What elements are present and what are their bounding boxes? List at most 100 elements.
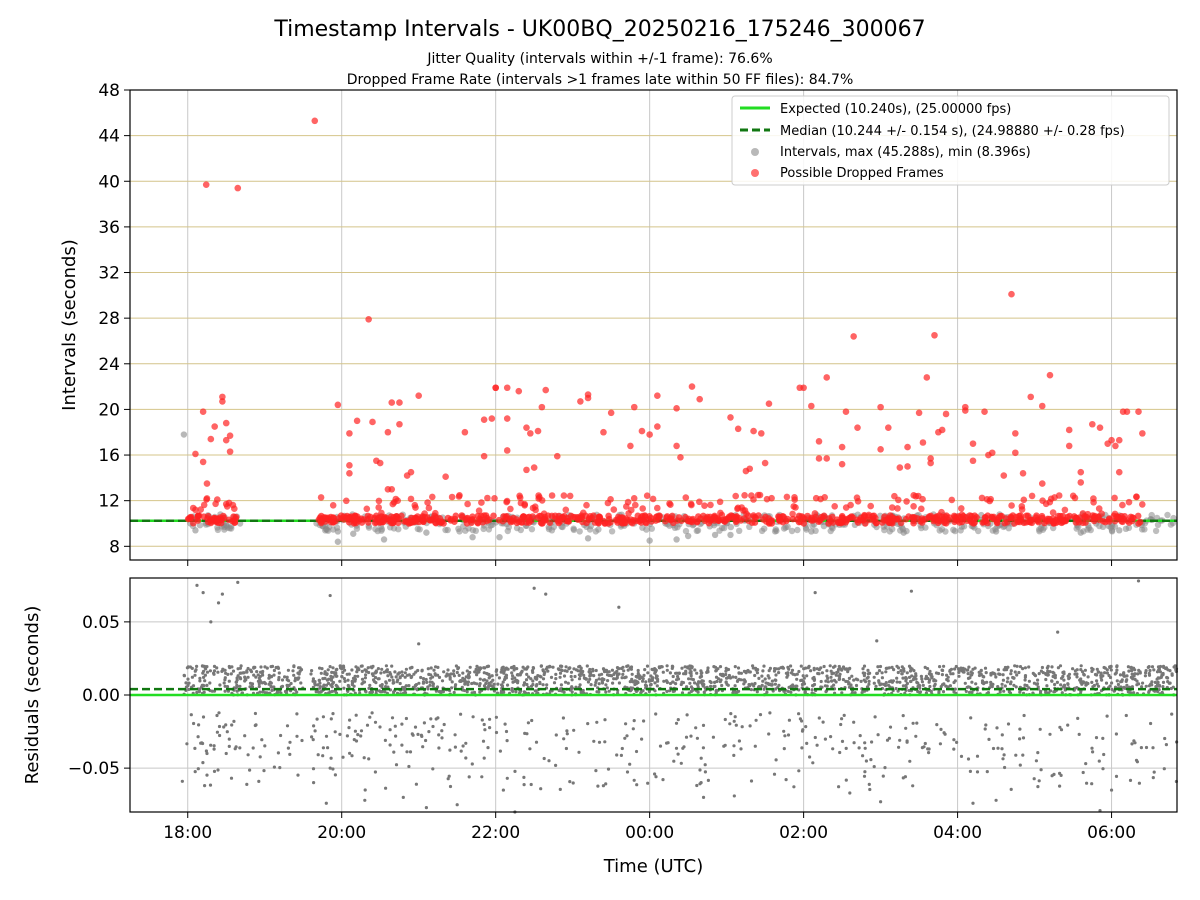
residual-point — [581, 688, 585, 693]
residual-point — [699, 674, 704, 679]
residual-point — [1166, 680, 1170, 684]
residual-point — [631, 727, 635, 731]
legend-dropped-swatch — [751, 169, 759, 177]
intervals-y-tick-label: 12 — [98, 492, 120, 512]
residual-point — [605, 686, 609, 690]
residual-point — [205, 751, 209, 756]
residual-point — [239, 664, 243, 668]
residual-point — [260, 681, 264, 685]
residual-point — [628, 762, 632, 766]
residual-point — [416, 668, 420, 673]
residual-point — [725, 676, 729, 680]
residual-point — [695, 736, 700, 740]
dropped-frame-point — [919, 439, 927, 446]
dropped-frame-point — [343, 514, 350, 521]
residual-point — [693, 681, 697, 685]
dropped-frame-point — [910, 519, 917, 527]
residual-point — [889, 679, 893, 683]
residual-point — [1083, 668, 1087, 672]
residual-point — [457, 673, 461, 678]
residual-point — [1023, 683, 1027, 687]
residual-point — [1031, 671, 1035, 676]
residual-point — [363, 676, 367, 680]
residual-point — [426, 667, 430, 671]
dropped-frame-point — [630, 516, 638, 524]
residual-point — [471, 715, 475, 719]
residual-point — [549, 675, 554, 680]
residual-point — [866, 668, 870, 673]
residual-point — [1140, 685, 1144, 689]
residual-point — [962, 670, 966, 674]
residual-point — [257, 682, 261, 686]
residual-point — [203, 673, 207, 677]
residuals-y-tick-label: 0.05 — [82, 613, 120, 633]
dropped-frame-point — [750, 512, 757, 519]
residual-point — [718, 665, 723, 669]
dropped-frame-point — [923, 374, 931, 381]
residual-point — [688, 681, 692, 685]
interval-point — [808, 528, 815, 535]
residual-point — [753, 744, 757, 748]
residual-point — [353, 674, 357, 679]
dropped-frame-point — [474, 512, 482, 520]
residual-point — [422, 721, 426, 725]
dropped-frame-point — [1020, 496, 1028, 504]
residuals-reference-lines — [130, 687, 1177, 697]
residual-point — [437, 689, 441, 694]
residual-point — [858, 734, 862, 738]
residual-point — [388, 728, 392, 732]
dropped-frame-point — [480, 452, 488, 460]
residual-point — [519, 671, 523, 675]
residual-point — [465, 690, 469, 694]
residual-point — [424, 806, 428, 810]
dropped-frame-point — [925, 513, 933, 520]
residuals-y-axis-label: Residuals (seconds) — [22, 606, 43, 785]
residual-point — [1165, 675, 1169, 680]
dropped-frame-point — [1016, 518, 1024, 526]
residual-point — [969, 670, 973, 674]
residual-point — [570, 678, 574, 682]
residual-point — [1012, 676, 1016, 680]
residual-point — [641, 689, 645, 693]
residual-point — [218, 733, 222, 738]
residual-point — [768, 711, 772, 715]
residual-point — [1105, 714, 1109, 718]
residual-point — [566, 681, 570, 685]
dropped-frame-point — [432, 509, 439, 517]
dropped-frame-point — [507, 505, 514, 513]
residual-point — [760, 683, 764, 687]
residual-point — [830, 672, 834, 676]
residual-point — [636, 668, 640, 673]
residual-point — [454, 683, 458, 687]
residual-point — [248, 685, 252, 689]
residual-point — [1055, 680, 1059, 685]
dropped-frame-point — [793, 516, 801, 523]
dropped-frame-point — [346, 430, 353, 437]
residual-point — [223, 668, 227, 672]
interval-point — [1138, 526, 1146, 533]
dropped-frame-point — [643, 492, 651, 500]
residual-point — [770, 679, 775, 683]
residual-point — [910, 674, 914, 678]
residual-point — [238, 684, 242, 688]
residual-point — [698, 680, 702, 684]
residual-point — [189, 713, 193, 717]
residual-point — [905, 671, 909, 675]
dropped-frame-point — [455, 493, 463, 500]
residual-point — [831, 747, 835, 751]
dropped-frame-point — [1064, 513, 1071, 521]
dropped-frame-point — [673, 442, 680, 450]
residual-point — [1060, 691, 1064, 695]
residual-point — [680, 666, 684, 670]
residual-point — [1116, 682, 1120, 687]
residual-point — [683, 665, 687, 669]
residual-point — [1017, 670, 1021, 675]
residual-point — [1013, 670, 1017, 674]
dropped-frame-point — [531, 503, 539, 511]
residual-point — [1160, 690, 1164, 695]
residual-point — [363, 668, 367, 672]
residual-point — [604, 690, 608, 694]
residual-point — [280, 678, 285, 682]
dropped-frame-point — [654, 423, 661, 430]
residual-point — [513, 676, 517, 680]
